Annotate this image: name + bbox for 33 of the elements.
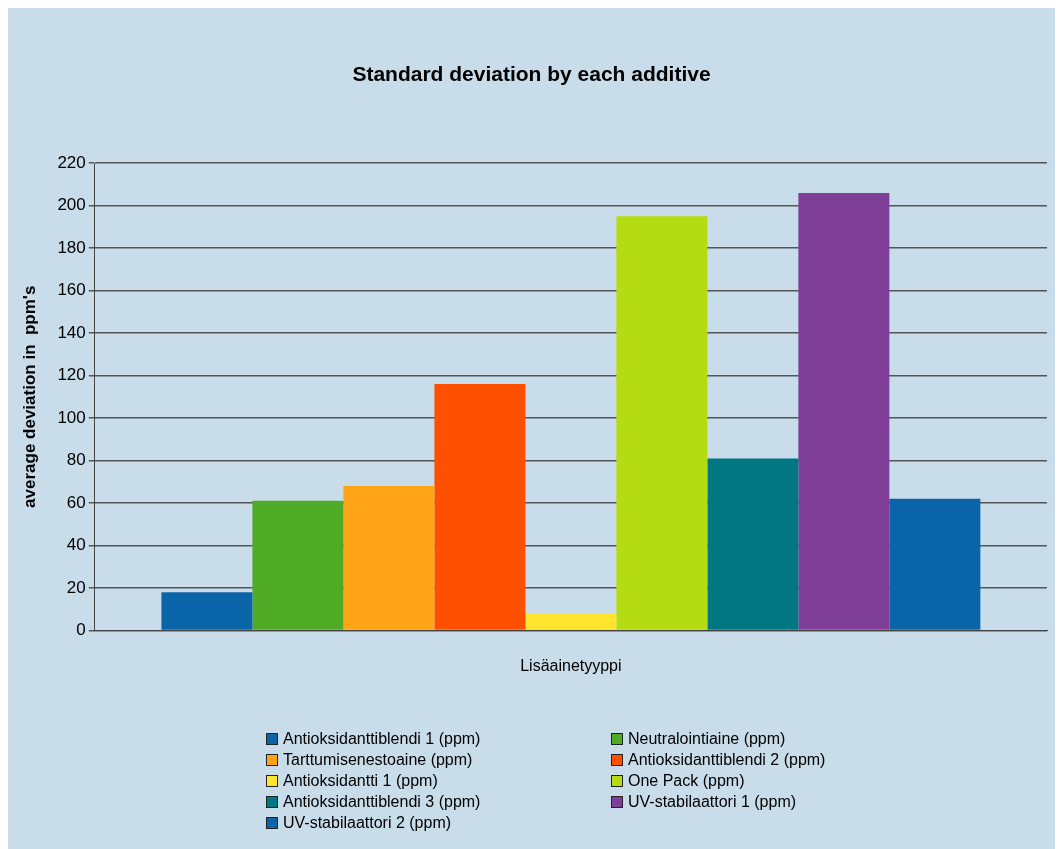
y-tick-label: 100 bbox=[57, 407, 86, 427]
y-tick-label: 0 bbox=[76, 620, 86, 640]
y-tick-label: 40 bbox=[66, 535, 86, 555]
legend-label: Antioksidanttiblendi 2 (ppm) bbox=[628, 750, 826, 769]
bar bbox=[889, 498, 981, 630]
chart-title: Standard deviation by each additive bbox=[352, 62, 711, 86]
bar bbox=[434, 384, 526, 630]
bar bbox=[616, 216, 708, 630]
y-axis-title: average deviation in ppm's bbox=[19, 285, 39, 508]
y-tick-label: 180 bbox=[57, 237, 86, 257]
x-axis-title: Lisäainetyyppi bbox=[520, 656, 622, 674]
y-tick-label: 220 bbox=[57, 152, 86, 172]
legend-label: Antioksidanttiblendi 1 (ppm) bbox=[283, 729, 481, 748]
y-tick-label: 200 bbox=[57, 195, 86, 215]
legend-label: Neutralointiaine (ppm) bbox=[628, 729, 786, 748]
bar bbox=[798, 192, 890, 630]
legend-label: Antioksidanttiblendi 3 (ppm) bbox=[283, 792, 481, 811]
legend-label: Antioksidantti 1 (ppm) bbox=[283, 771, 438, 790]
y-tick-label: 140 bbox=[57, 322, 86, 342]
bar bbox=[161, 592, 253, 630]
bar bbox=[707, 458, 799, 630]
y-tick-label: 120 bbox=[57, 365, 86, 385]
bar bbox=[525, 613, 617, 630]
bar bbox=[252, 500, 344, 630]
bar bbox=[343, 485, 435, 630]
legend-label: UV-stabilaattori 2 (ppm) bbox=[283, 813, 452, 832]
y-tick-label: 80 bbox=[66, 450, 86, 470]
legend-label: One Pack (ppm) bbox=[628, 771, 745, 790]
y-tick-label: 60 bbox=[66, 492, 86, 512]
legend-label: UV-stabilaattori 1 (ppm) bbox=[628, 792, 797, 811]
y-tick-label: 20 bbox=[66, 577, 86, 597]
legend-label: Tarttumisenestoaine (ppm) bbox=[283, 750, 473, 769]
y-tick-label: 160 bbox=[57, 280, 86, 300]
